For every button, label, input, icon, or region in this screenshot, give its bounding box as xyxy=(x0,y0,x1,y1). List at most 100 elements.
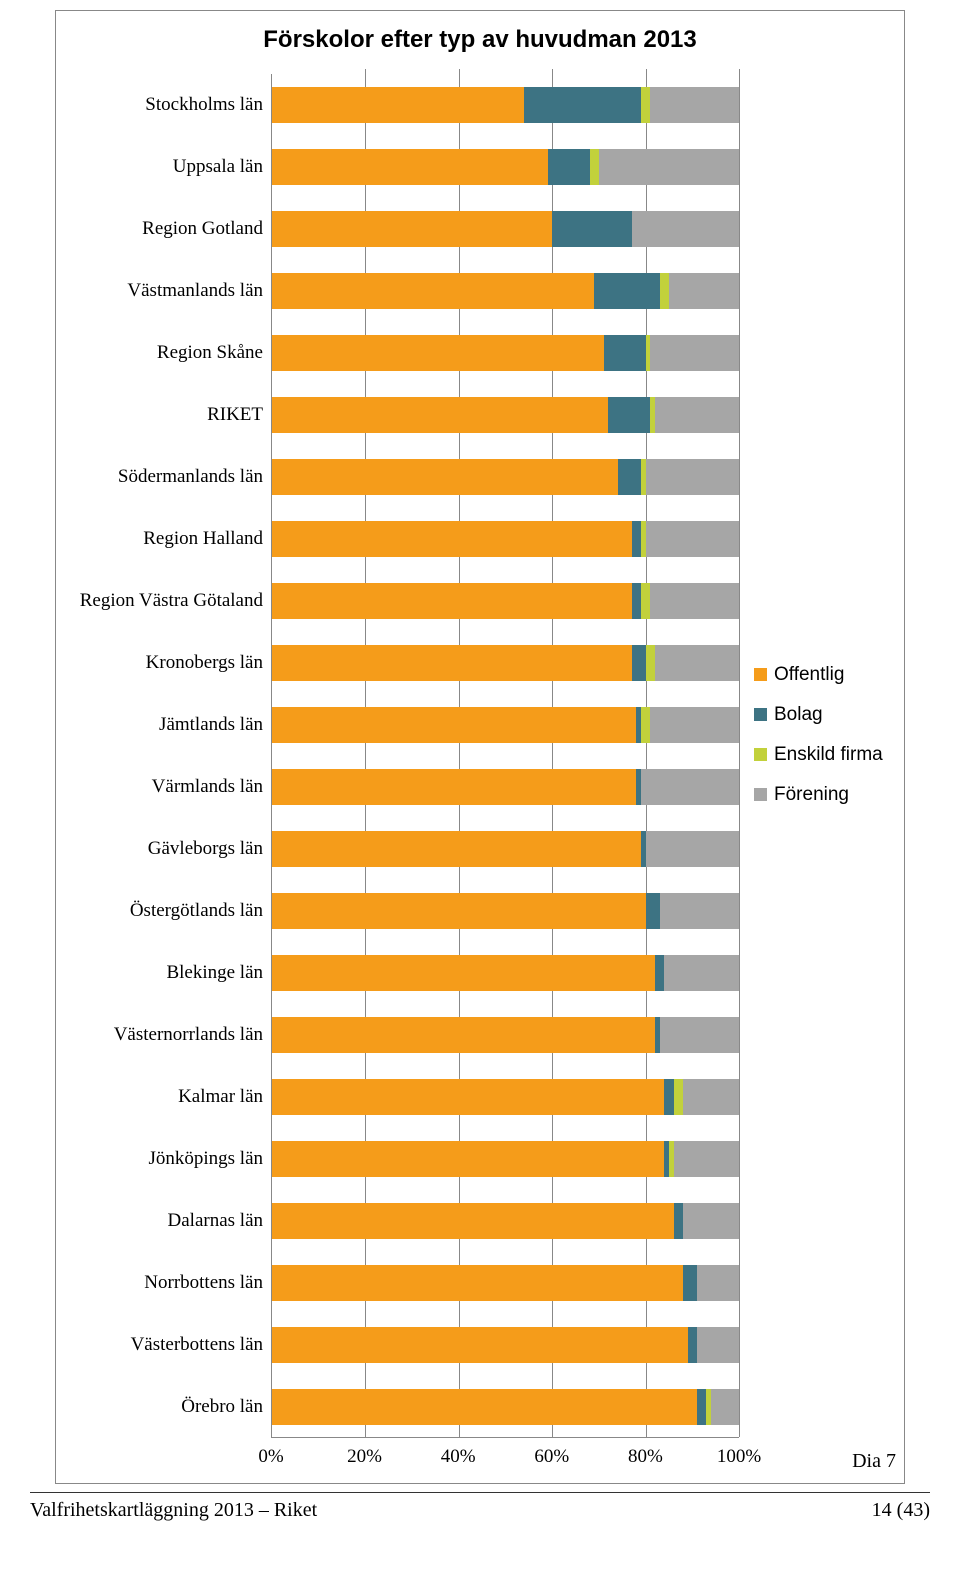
bar-row xyxy=(272,1190,739,1252)
bar-segment-offentlig xyxy=(272,831,641,867)
bar-segment-bolag xyxy=(655,955,664,991)
category-label: Västerbottens län xyxy=(66,1314,271,1376)
bar-segment-bolag xyxy=(632,645,646,681)
bar-row xyxy=(272,1314,739,1376)
bar-segment-bolag xyxy=(618,459,641,495)
category-label: RIKET xyxy=(66,384,271,446)
bar-segment-offentlig xyxy=(272,1079,664,1115)
stacked-bar xyxy=(272,1265,739,1301)
category-label: Kronobergs län xyxy=(66,632,271,694)
bar-segment-forening xyxy=(646,521,739,557)
bar-row xyxy=(272,1066,739,1128)
bar-segment-offentlig xyxy=(272,87,524,123)
stacked-bar xyxy=(272,149,739,185)
category-label: Västernorrlands län xyxy=(66,1004,271,1066)
legend: OffentligBolagEnskild firmaFörening xyxy=(739,74,894,824)
bar-segment-bolag xyxy=(632,521,641,557)
bar-row xyxy=(272,756,739,818)
footer-right: 14 (43) xyxy=(872,1499,930,1522)
bar-segment-forening xyxy=(664,955,739,991)
category-label: Region Skåne xyxy=(66,322,271,384)
bar-segment-bolag xyxy=(632,583,641,619)
legend-item-forening: Förening xyxy=(754,784,894,806)
category-label: Västmanlands län xyxy=(66,260,271,322)
bar-segment-forening xyxy=(660,1017,739,1053)
bar-row xyxy=(272,1252,739,1314)
bar-segment-enskild xyxy=(641,707,650,743)
stacked-bar xyxy=(272,521,739,557)
stacked-bar xyxy=(272,397,739,433)
bar-segment-offentlig xyxy=(272,149,548,185)
bar-row xyxy=(272,942,739,1004)
category-label: Uppsala län xyxy=(66,136,271,198)
legend-swatch xyxy=(754,748,767,761)
bar-segment-offentlig xyxy=(272,769,636,805)
legend-item-offentlig: Offentlig xyxy=(754,664,894,686)
category-label: Kalmar län xyxy=(66,1066,271,1128)
bar-segment-forening xyxy=(599,149,739,185)
x-tick-label: 100% xyxy=(717,1446,761,1468)
bar-segment-offentlig xyxy=(272,1203,674,1239)
x-tick-label: 20% xyxy=(347,1446,382,1468)
stacked-bar xyxy=(272,335,739,371)
bar-segment-bolag xyxy=(524,87,641,123)
category-label: Södermanlands län xyxy=(66,446,271,508)
category-label: Dalarnas län xyxy=(66,1190,271,1252)
bar-segment-offentlig xyxy=(272,459,618,495)
bar-segment-offentlig xyxy=(272,1389,697,1425)
bar-row xyxy=(272,508,739,570)
x-tick-label: 60% xyxy=(534,1446,569,1468)
bar-segment-enskild xyxy=(641,87,650,123)
bar-segment-bolag xyxy=(594,273,659,309)
stacked-bar xyxy=(272,1141,739,1177)
bar-segment-forening xyxy=(646,459,739,495)
bar-segment-bolag xyxy=(604,335,646,371)
x-tick-label: 40% xyxy=(441,1446,476,1468)
gridline xyxy=(739,69,740,1437)
category-label: Örebro län xyxy=(66,1376,271,1438)
bar-segment-offentlig xyxy=(272,1265,683,1301)
bar-row xyxy=(272,632,739,694)
plot-area xyxy=(271,74,739,1438)
bar-segment-bolag xyxy=(683,1265,697,1301)
bar-segment-enskild xyxy=(646,645,655,681)
bar-segment-forening xyxy=(697,1265,739,1301)
bar-segment-forening xyxy=(655,645,739,681)
legend-label: Offentlig xyxy=(774,664,844,686)
bar-segment-offentlig xyxy=(272,335,604,371)
bar-segment-forening xyxy=(641,769,739,805)
bar-segment-offentlig xyxy=(272,397,608,433)
stacked-bar xyxy=(272,645,739,681)
legend-swatch xyxy=(754,788,767,801)
footer-left: Valfrihetskartläggning 2013 – Riket xyxy=(30,1499,317,1522)
bar-segment-bolag xyxy=(608,397,650,433)
x-tick-label: 0% xyxy=(258,1446,283,1468)
y-axis-labels: Stockholms länUppsala länRegion GotlandV… xyxy=(66,74,271,1478)
bar-segment-enskild xyxy=(660,273,669,309)
stacked-bar xyxy=(272,707,739,743)
chart-body: Stockholms länUppsala länRegion GotlandV… xyxy=(66,74,894,1478)
bar-segment-offentlig xyxy=(272,893,646,929)
stacked-bar xyxy=(272,1017,739,1053)
bar-segment-offentlig xyxy=(272,583,632,619)
category-label: Östergötlands län xyxy=(66,880,271,942)
bar-segment-forening xyxy=(660,893,739,929)
bar-row xyxy=(272,694,739,756)
page-footer: Valfrihetskartläggning 2013 – Riket 14 (… xyxy=(30,1497,930,1522)
stacked-bar xyxy=(272,893,739,929)
category-label: Gävleborgs län xyxy=(66,818,271,880)
legend-item-enskild: Enskild firma xyxy=(754,744,894,766)
stacked-bar xyxy=(272,1327,739,1363)
stacked-bar xyxy=(272,273,739,309)
bar-row xyxy=(272,1128,739,1190)
bar-row xyxy=(272,384,739,446)
stacked-bar xyxy=(272,583,739,619)
bar-segment-bolag xyxy=(674,1203,683,1239)
bar-row xyxy=(272,322,739,384)
bar-segment-bolag xyxy=(646,893,660,929)
bar-segment-forening xyxy=(650,707,739,743)
bar-segment-forening xyxy=(669,273,739,309)
bar-row xyxy=(272,1376,739,1438)
bar-segment-offentlig xyxy=(272,273,594,309)
stacked-bar xyxy=(272,211,739,247)
